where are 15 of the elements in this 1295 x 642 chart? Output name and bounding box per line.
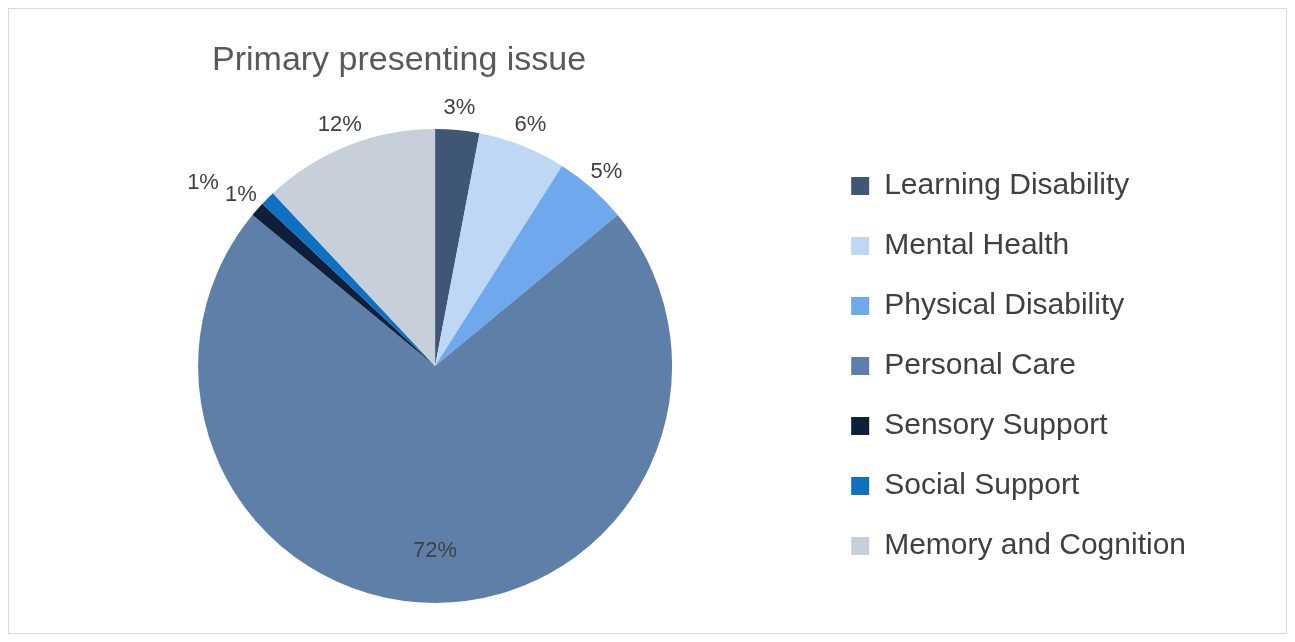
data-label: 3% xyxy=(443,94,476,120)
legend-label: Learning Disability xyxy=(884,167,1130,201)
legend-label: Mental Health xyxy=(884,227,1070,261)
data-label: 5% xyxy=(590,157,623,183)
legend-label: Sensory Support xyxy=(884,407,1109,441)
data-label: 1% xyxy=(224,180,257,206)
data-label: 12% xyxy=(317,111,362,137)
data-label: 6% xyxy=(514,111,547,137)
chart-title: Primary presenting issue xyxy=(212,39,587,78)
data-label: 72% xyxy=(413,536,458,562)
data-label: 1% xyxy=(187,168,219,194)
legend-label: Social Support xyxy=(884,467,1080,501)
legend-label: Personal Care xyxy=(884,347,1076,381)
legend-label: Physical Disability xyxy=(884,287,1125,321)
legend-label: Memory and Cognition xyxy=(884,527,1187,561)
